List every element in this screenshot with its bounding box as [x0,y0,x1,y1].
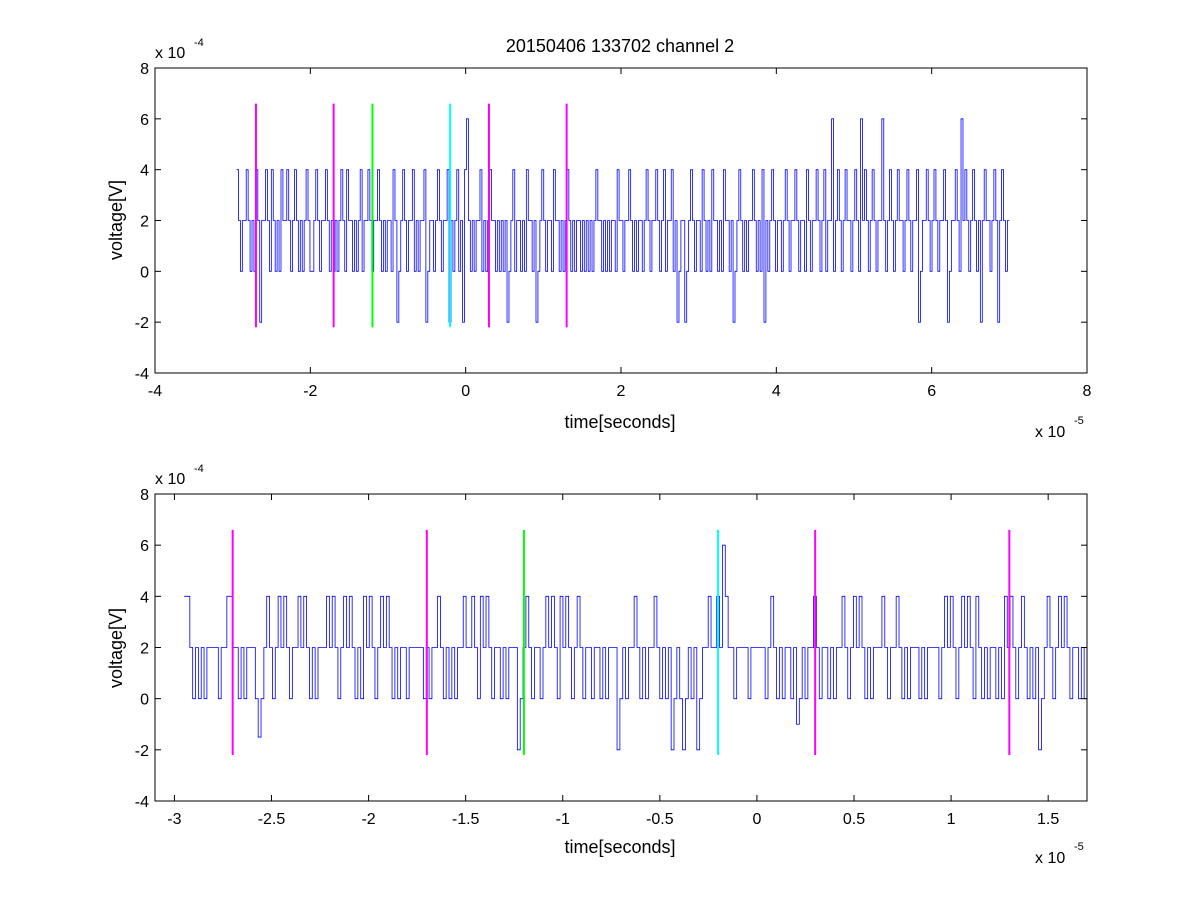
top-x-tick-label-0: -4 [148,383,162,400]
top-x-ticks: -4 -2 0 2 4 6 8 [148,68,1092,400]
bottom-x-tick-label-9: 1.5 [1037,811,1059,828]
top-y-tick-label-1: -2 [135,315,149,332]
bottom-x-multiplier: x 10 [1035,850,1065,867]
bottom-x-tick-label-8: 1 [947,811,956,828]
bottom-x-tick-label-1: -2.5 [258,811,286,828]
top-x-multiplier: x 10 [1035,424,1065,441]
top-x-exponent-value: -5 [1074,415,1084,427]
top-y-axis-label: voltage[V] [106,180,126,260]
bottom-y-exponent: x 10 -4 [155,463,204,488]
bottom-y-tick-label-5: 6 [140,538,149,555]
top-title: 20150406 133702 channel 2 [506,36,734,56]
bottom-y-tick-label-3: 2 [140,641,149,658]
top-y-tick-label-4: 4 [140,163,149,180]
top-y-multiplier: x 10 [155,45,185,62]
top-plot-content [236,103,1010,328]
bottom-x-tick-label-7: 0.5 [843,811,865,828]
top-x-tick-label-2: 0 [461,383,470,400]
bottom-y-tick-label-0: -4 [135,794,149,811]
bottom-x-tick-label-6: 0 [752,811,761,828]
bottom-y-tick-label-4: 4 [140,589,149,606]
bottom-x-exponent: x 10 -5 [1035,841,1084,867]
bottom-y-ticks: -4 -2 0 2 4 6 8 [135,487,1087,811]
top-x-tick-label-6: 8 [1083,383,1092,400]
bottom-x-tick-label-3: -1.5 [452,811,480,828]
bottom-x-tick-label-4: -1 [556,811,570,828]
top-y-exponent-value: -4 [194,37,204,49]
top-x-exponent: x 10 -5 [1035,415,1084,441]
top-x-tick-label-1: -2 [303,383,317,400]
top-subplot: 20150406 133702 channel 2 x 10 -4 -4 -2 0 2… [106,36,1092,441]
top-y-tick-label-3: 2 [140,214,149,231]
top-series-line-0 [236,118,1010,323]
bottom-y-axis-label: voltage[V] [106,608,126,688]
bottom-x-tick-label-2: -2 [361,811,375,828]
top-y-ticks: -4 -2 0 2 4 6 8 [135,61,1087,383]
bottom-x-axis-label: time[seconds] [564,837,675,857]
top-x-tick-label-3: 2 [617,383,626,400]
bottom-y-tick-label-1: -2 [135,743,149,760]
top-x-axis-label: time[seconds] [564,412,675,432]
bottom-x-exponent-value: -5 [1074,841,1084,853]
top-y-tick-label-2: 0 [140,264,149,281]
bottom-x-ticks: -3 -2.5 -2 -1.5 -1 -0.5 0 0.5 1 1.5 [167,494,1059,828]
bottom-plot-content [184,529,1088,755]
bottom-subplot: x 10 -4 -3 -2.5 -2 -1.5 -1 -0.5 0 0.5 1 1.5 -4 -2 0… [106,463,1088,867]
bottom-y-tick-label-2: 0 [140,692,149,709]
top-y-tick-label-6: 8 [140,61,149,78]
bottom-x-tick-label-0: -3 [167,811,181,828]
bottom-y-tick-label-6: 8 [140,487,149,504]
bottom-y-multiplier: x 10 [155,471,185,488]
bottom-x-tick-label-5: -0.5 [646,811,674,828]
top-y-exponent: x 10 -4 [155,37,204,62]
top-x-tick-label-4: 4 [772,383,781,400]
top-x-tick-label-5: 6 [927,383,936,400]
top-y-tick-label-0: -4 [135,366,149,383]
top-y-tick-label-5: 6 [140,112,149,129]
bottom-y-exponent-value: -4 [194,463,204,475]
bottom-series-line-0 [184,544,1088,751]
